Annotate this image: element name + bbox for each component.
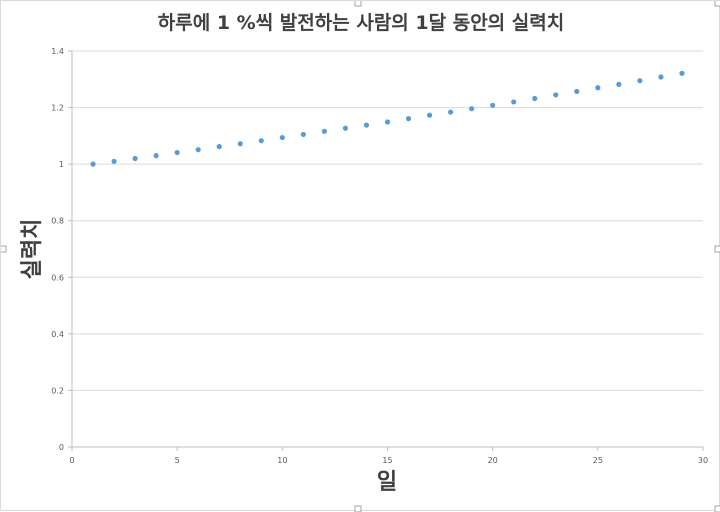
axes bbox=[68, 50, 704, 451]
resize-handle[interactable] bbox=[354, 1, 362, 7]
x-tick-label: 20 bbox=[488, 456, 498, 465]
data-point bbox=[321, 128, 327, 134]
data-point bbox=[132, 155, 138, 162]
chart-title: 하루에 1 %씩 발전하는 사람의 1달 동안의 실력치 bbox=[158, 12, 564, 34]
data-point bbox=[490, 102, 496, 108]
data-point bbox=[469, 106, 475, 112]
x-axis-title: 일 bbox=[377, 470, 397, 495]
x-tick-label: 25 bbox=[593, 456, 603, 465]
resize-handle[interactable] bbox=[714, 1, 720, 7]
data-point bbox=[195, 147, 201, 153]
data-point bbox=[426, 112, 433, 118]
gridlines bbox=[72, 50, 703, 391]
y-tick-label: 0.8 bbox=[51, 217, 64, 226]
data-point bbox=[342, 125, 349, 131]
data-point bbox=[216, 144, 222, 150]
y-axis-title: 실력치 bbox=[20, 219, 45, 280]
x-tick-label: 10 bbox=[277, 456, 287, 465]
data-point bbox=[153, 153, 159, 159]
data-point bbox=[384, 119, 391, 125]
x-tick-label: 0 bbox=[69, 456, 74, 465]
data-point bbox=[405, 116, 412, 122]
y-tick-label: 1 bbox=[59, 160, 64, 169]
x-tick-label: 15 bbox=[382, 456, 392, 465]
data-series bbox=[90, 70, 685, 167]
data-point bbox=[511, 99, 517, 105]
resize-handle[interactable] bbox=[354, 505, 362, 512]
data-point bbox=[279, 134, 285, 141]
y-tick-label: 1.4 bbox=[51, 47, 64, 56]
tick-labels: 0 0.2 0.4 0.6 0.8 1 1.2 1.4 0 5 10 15 20 25 30 bbox=[51, 47, 708, 465]
resize-handle[interactable] bbox=[714, 505, 720, 512]
y-tick-label: 1.2 bbox=[51, 104, 64, 113]
y-tick-label: 0 bbox=[59, 443, 64, 452]
y-tick-label: 0.2 bbox=[51, 386, 64, 395]
y-tick-label: 0.4 bbox=[51, 330, 64, 339]
data-point bbox=[679, 70, 685, 76]
data-point bbox=[448, 109, 454, 115]
data-point bbox=[258, 138, 264, 144]
y-tick-label: 0.6 bbox=[51, 273, 64, 282]
resize-handle[interactable] bbox=[714, 245, 720, 253]
data-point bbox=[532, 95, 538, 102]
data-point bbox=[174, 149, 180, 156]
data-point bbox=[658, 74, 664, 80]
data-point bbox=[574, 88, 580, 95]
data-point bbox=[553, 92, 559, 98]
data-point bbox=[637, 78, 643, 84]
data-point bbox=[237, 141, 243, 147]
data-point bbox=[90, 161, 96, 167]
data-point bbox=[300, 131, 306, 138]
x-tick-label: 30 bbox=[698, 456, 708, 465]
resize-handle[interactable] bbox=[1, 245, 7, 253]
data-point bbox=[616, 81, 622, 87]
data-point bbox=[595, 85, 601, 91]
data-point bbox=[363, 122, 370, 128]
x-tick-label: 5 bbox=[175, 456, 180, 465]
data-point bbox=[111, 158, 117, 164]
